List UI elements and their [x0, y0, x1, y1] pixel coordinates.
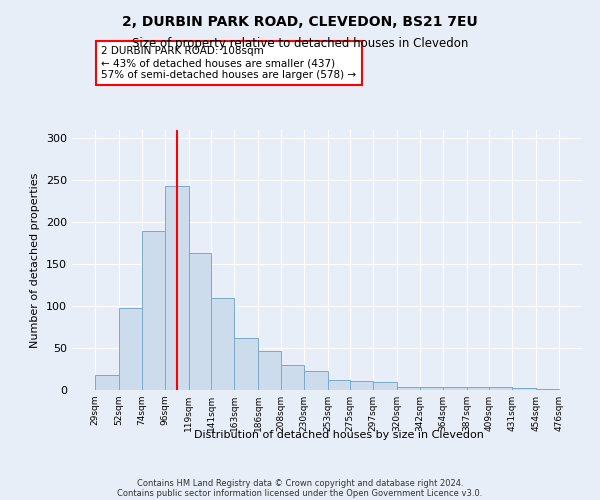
Bar	[512, 388, 536, 390]
Bar	[281, 365, 304, 390]
Bar	[490, 386, 512, 390]
Bar	[142, 230, 164, 390]
Y-axis label: Number of detached properties: Number of detached properties	[31, 172, 40, 348]
Bar	[536, 389, 559, 390]
Text: 2, DURBIN PARK ROAD, CLEVEDON, BS21 7EU: 2, DURBIN PARK ROAD, CLEVEDON, BS21 7EU	[122, 15, 478, 29]
Bar	[467, 386, 490, 390]
Bar	[119, 308, 142, 390]
Bar	[328, 380, 350, 390]
Text: Contains HM Land Registry data © Crown copyright and database right 2024.: Contains HM Land Registry data © Crown c…	[137, 478, 463, 488]
Bar	[234, 338, 258, 390]
Text: 2 DURBIN PARK ROAD: 108sqm
← 43% of detached houses are smaller (437)
57% of sem: 2 DURBIN PARK ROAD: 108sqm ← 43% of deta…	[101, 46, 356, 80]
Bar	[304, 370, 328, 390]
Bar	[420, 386, 443, 390]
Bar	[258, 350, 281, 390]
Text: Distribution of detached houses by size in Clevedon: Distribution of detached houses by size …	[194, 430, 484, 440]
Bar	[373, 382, 397, 390]
Bar	[211, 298, 234, 390]
Bar	[95, 375, 119, 390]
Bar	[188, 254, 211, 390]
Text: Contains public sector information licensed under the Open Government Licence v3: Contains public sector information licen…	[118, 488, 482, 498]
Bar	[397, 386, 420, 390]
Bar	[164, 186, 188, 390]
Bar	[350, 381, 373, 390]
Text: Size of property relative to detached houses in Clevedon: Size of property relative to detached ho…	[132, 38, 468, 51]
Bar	[443, 386, 467, 390]
